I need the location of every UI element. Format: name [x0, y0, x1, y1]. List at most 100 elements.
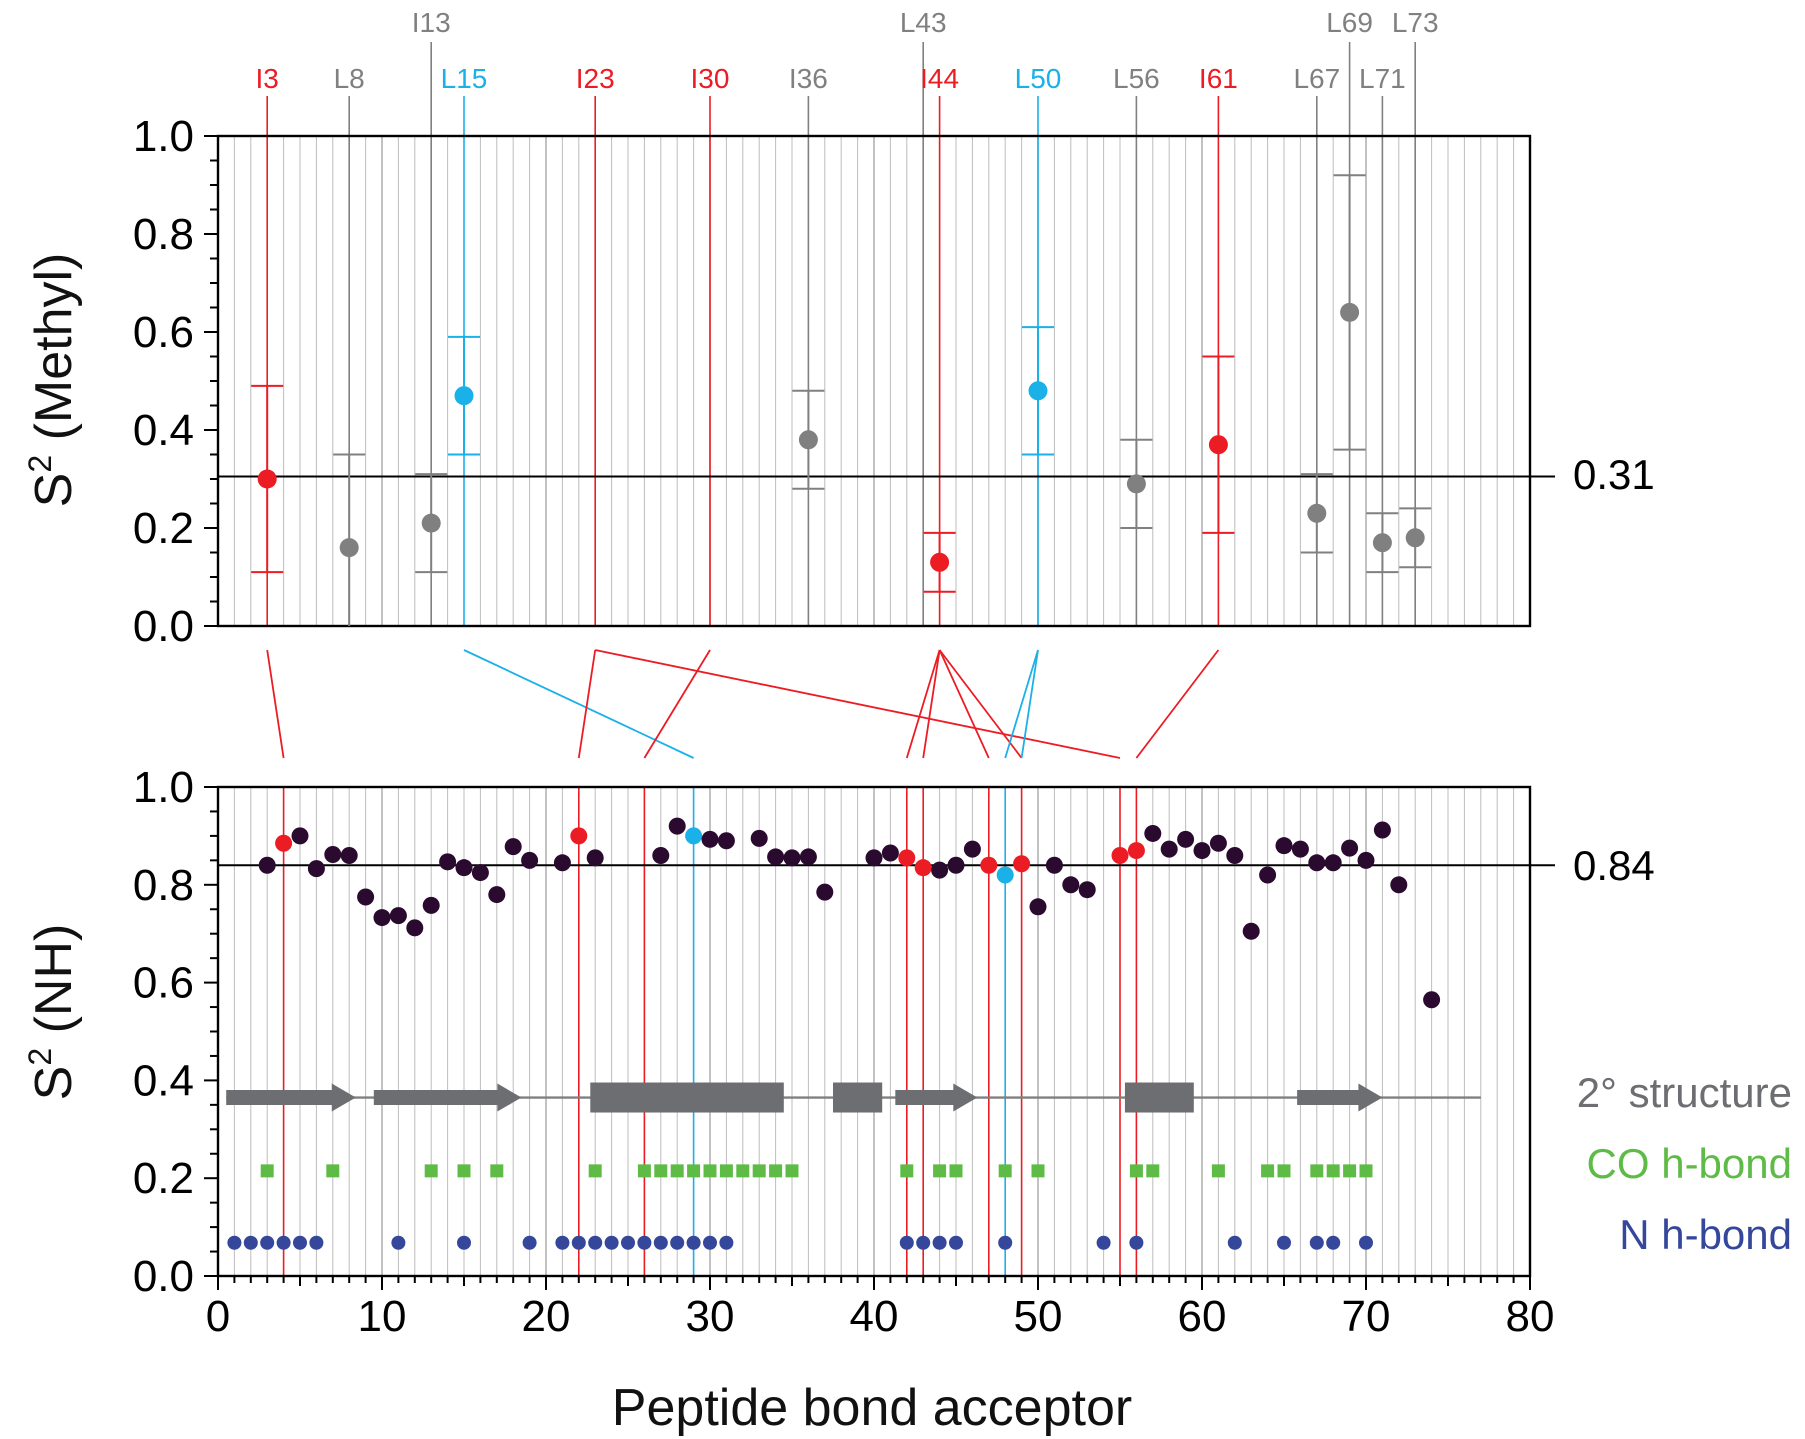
co-hbond-marker — [1146, 1164, 1160, 1178]
n-hbond-marker — [916, 1235, 931, 1250]
n-hbond-marker — [703, 1235, 717, 1250]
nh-point — [521, 851, 539, 869]
residue-label: I3 — [256, 63, 279, 94]
nh-point — [767, 848, 785, 866]
secondary-structure-track — [226, 1082, 1481, 1113]
nh-point — [1259, 866, 1277, 884]
n-hbond-marker — [276, 1235, 291, 1250]
top-y-axis-title: S2 (Methyl) — [22, 253, 83, 508]
top-axes: 0.0 0.2 0.4 0.6 0.8 1.0 — [133, 112, 1532, 651]
n-hbond-marker — [293, 1235, 307, 1250]
methyl-point-L67 — [1307, 503, 1327, 523]
n-hbond-marker — [1359, 1235, 1373, 1250]
n-hbond-marker — [621, 1235, 635, 1250]
nh-point — [750, 829, 768, 847]
nh-point — [1160, 840, 1178, 858]
co-hbond-marker — [1326, 1164, 1340, 1178]
nh-point — [1390, 876, 1408, 894]
n-hbond-marker — [1096, 1235, 1111, 1250]
co-hbond-marker — [719, 1164, 733, 1178]
co-hbond-marker — [424, 1164, 438, 1178]
n-hbond-marker — [309, 1235, 324, 1250]
n-hbond-marker — [686, 1235, 701, 1250]
n-hbond-legend: N h-bond — [1619, 1211, 1792, 1258]
connection-line — [938, 649, 1023, 759]
methyl-point-I13 — [421, 513, 441, 533]
nh-point — [783, 849, 801, 867]
residue-label: L15 — [441, 63, 488, 94]
bottom-reference-label: 0.84 — [1573, 842, 1655, 889]
nh-point — [1127, 842, 1145, 860]
nh-point — [1111, 846, 1129, 864]
y-tick-label: 0.0 — [133, 1252, 194, 1301]
nh-point — [1078, 881, 1096, 899]
co-hbond-marker — [933, 1164, 947, 1178]
residue-label: I36 — [789, 63, 828, 94]
methyl-point-L50 — [1028, 381, 1048, 401]
methyl-point-L69 — [1340, 302, 1360, 322]
y-tick-label: 0.0 — [133, 602, 194, 651]
nh-point — [439, 853, 457, 871]
n-hbond-marker — [998, 1235, 1013, 1250]
n-hbond-marker — [571, 1235, 586, 1250]
nh-point — [914, 859, 932, 877]
y-tick-label: 0.4 — [133, 1056, 194, 1105]
nh-point — [816, 883, 834, 901]
y-tick-label: 1.0 — [133, 763, 194, 812]
nh-point — [1177, 830, 1195, 848]
n-hbond-marker — [522, 1235, 537, 1250]
n-hbond-marker — [653, 1235, 668, 1250]
methyl-point-L73 — [1405, 528, 1425, 548]
connection-line — [266, 649, 285, 759]
n-hbond-marker — [932, 1235, 947, 1250]
x-tick-label: 70 — [1342, 1292, 1391, 1341]
nh-point — [1357, 851, 1375, 869]
co-hbond-marker — [670, 1164, 684, 1178]
co-hbond-marker — [1359, 1164, 1373, 1178]
n-hbond-marker — [670, 1235, 685, 1250]
n-hbond-marker — [260, 1235, 275, 1250]
co-hbond-marker — [900, 1164, 914, 1178]
nh-point — [422, 896, 440, 914]
reference-lines — [218, 475, 1555, 867]
nh-point — [373, 909, 391, 927]
y-tick-label: 0.2 — [133, 1154, 194, 1203]
nh-point — [1029, 898, 1047, 916]
beta-strand — [1297, 1083, 1383, 1112]
nh-point — [1275, 837, 1293, 855]
methyl-point-I61 — [1208, 435, 1228, 455]
connection-line — [922, 649, 941, 759]
nh-point — [652, 846, 670, 864]
connection-line — [577, 649, 597, 759]
n-hbond-marker — [457, 1235, 471, 1250]
nh-point — [258, 856, 276, 874]
nh-point — [570, 827, 588, 845]
nh-point — [1423, 991, 1441, 1009]
helix — [833, 1082, 883, 1113]
residue-label: I61 — [1199, 63, 1238, 94]
nh-point — [1324, 854, 1342, 872]
n-hbond-marker — [555, 1235, 570, 1250]
x-tick-label: 60 — [1178, 1292, 1227, 1341]
residue-label: L8 — [334, 63, 365, 94]
co-hbond-marker — [752, 1164, 766, 1178]
x-tick-label: 50 — [1014, 1292, 1063, 1341]
nh-point — [865, 849, 883, 867]
residue-label: L50 — [1015, 63, 1062, 94]
beta-strand — [373, 1083, 522, 1112]
nh-point — [291, 827, 309, 845]
co-hbond-marker — [1129, 1164, 1143, 1178]
y-tick-label: 0.4 — [133, 406, 194, 455]
nh-point — [1193, 842, 1211, 860]
nh-point — [455, 859, 473, 877]
connection-line — [905, 649, 941, 759]
y-tick-label: 0.8 — [133, 861, 194, 910]
methyl-point-I36 — [798, 430, 818, 450]
nh-point — [1209, 834, 1227, 852]
x-tick-label: 10 — [358, 1292, 407, 1341]
residue-label: I13 — [412, 7, 451, 38]
methyl-point-L8 — [339, 538, 359, 558]
co-hbond-marker — [1261, 1164, 1275, 1178]
n-hbond-marker — [719, 1235, 734, 1250]
